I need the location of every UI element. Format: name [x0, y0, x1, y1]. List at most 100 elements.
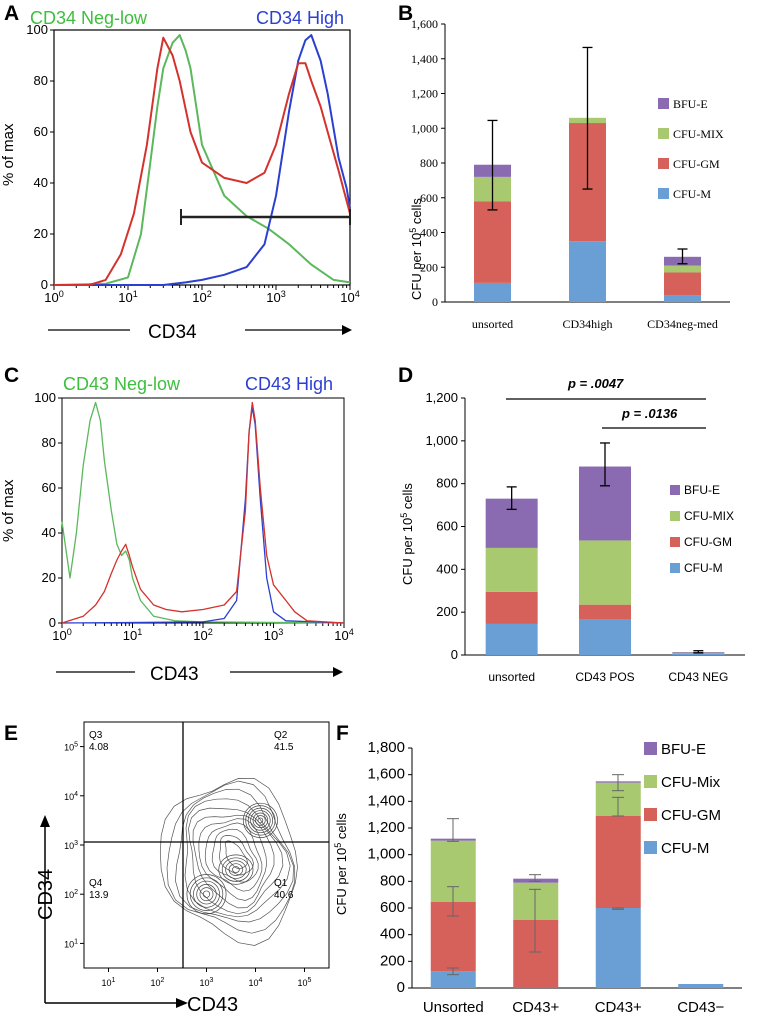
bar-segment-cfu-gm: [664, 272, 701, 296]
panel-d-letter: D: [398, 364, 413, 387]
panel-d-bar-chart: 0 200 400 600 800 1,000 1,200 unsorted CD43 POS C…: [425, 390, 745, 684]
contour-peak-ring: [247, 807, 273, 834]
y-tick-label: 40: [42, 525, 56, 540]
contour-peak-ring: [186, 874, 227, 915]
legend-label-cfu-mix: CFU-Mix: [661, 774, 721, 791]
y-tick-label: 20: [42, 570, 56, 585]
legend-label-cfu-m: CFU-M: [673, 187, 711, 201]
y-tick-label: 1,400: [367, 792, 405, 809]
y-tick-label: 80: [34, 73, 48, 88]
quadrant-value-q4: 13.9: [89, 890, 109, 901]
y-tick-label: 400: [436, 561, 458, 576]
contour-peak-ring: [225, 860, 247, 879]
legend-swatch-bfu-e: [644, 742, 657, 755]
y-tick-label: 1,200: [367, 819, 405, 836]
panel-a-legend-neg-low: CD34 Neg-low: [30, 8, 148, 28]
panel-a-plot-frame: [53, 29, 351, 286]
panel-a-arrowhead: [342, 325, 352, 335]
panel-c-y-label: % of max: [0, 479, 17, 542]
category-label: CD43+: [512, 999, 559, 1016]
contour-ring: [159, 778, 298, 946]
quadrant-name-q2: Q2: [274, 730, 288, 741]
x-tick-label: 103: [200, 977, 214, 988]
contour-peak-ring: [228, 863, 244, 876]
y-tick-label: 1,000: [367, 846, 405, 863]
x-tick-base: 10: [193, 628, 207, 643]
bar-segment-cfu-m: [672, 653, 725, 655]
x-tick-exp: 1: [137, 627, 142, 637]
x-tick-label: 100: [52, 627, 72, 643]
y-tick-label: 1,200: [425, 390, 458, 405]
y-tick-base: 10: [64, 841, 74, 851]
panel-a-letter: A: [4, 2, 19, 25]
contour-peak-ring: [193, 880, 220, 908]
panel-e-x-arrowhead: [176, 998, 188, 1008]
y-tick-base: 10: [64, 743, 74, 753]
y-tick-label: 105: [64, 742, 78, 753]
x-tick-base: 10: [266, 290, 280, 305]
contour-peak-ring: [255, 815, 266, 826]
y-tick-label: 0: [41, 277, 48, 292]
x-tick-label: 101: [118, 289, 138, 305]
quadrant-name-q1: Q1: [274, 878, 288, 889]
x-tick-exp: 1: [112, 977, 116, 984]
bar-segment-cfu-m: [595, 908, 641, 988]
y-tick-label: 200: [380, 952, 405, 969]
panel-e-y-arrowhead: [40, 815, 50, 827]
y-tick-label: 200: [436, 604, 458, 619]
x-tick-exp: 1: [133, 289, 138, 299]
y-tick-label: 103: [64, 840, 78, 851]
legend-label-bfu-e: BFU-E: [684, 483, 720, 497]
panel-c-x-label: CD43: [150, 664, 199, 685]
bar-segment-cfu-gm: [485, 591, 538, 624]
series-line-unsorted: [61, 401, 345, 624]
y-tick-label: 1,000: [425, 433, 458, 448]
panel-e-x-ticks: 101 102 103 104 105: [102, 968, 312, 988]
contour-ring: [224, 840, 248, 870]
x-tick-exp: 4: [259, 977, 263, 984]
contour-ring: [188, 807, 284, 915]
y-tick-label: 60: [42, 480, 56, 495]
y-tick-label: 0: [49, 615, 56, 630]
y-tick-label: 200: [420, 260, 438, 274]
x-tick-base: 10: [298, 978, 308, 988]
bar-segment-bfu-e: [513, 878, 559, 883]
legend-label-cfu-gm: CFU-GM: [661, 807, 721, 824]
x-tick-base: 10: [334, 628, 348, 643]
bar-segment-cfu-m: [569, 241, 606, 302]
contour-peak-ring: [189, 877, 224, 911]
y-tick-label: 1,600: [367, 766, 405, 783]
quadrant-value-q2: 41.5: [274, 742, 294, 753]
category-label: CD34neg-med: [647, 317, 718, 331]
y-tick-label: 20: [34, 226, 48, 241]
x-tick-base: 10: [192, 290, 206, 305]
legend-swatch-bfu-e: [670, 485, 680, 495]
panel-e-letter: E: [4, 722, 18, 745]
contour-ring: [175, 788, 294, 923]
panel-d-pvalue-1: p = .0047: [567, 376, 624, 391]
bar-segment-cfu-gm: [595, 816, 641, 908]
x-tick-label: 102: [192, 289, 212, 305]
y-tick-label: 800: [380, 872, 405, 889]
panel-b-bar-chart: 0 200 400 600 800 1,000 1,200 1,400 1,600 unsorte…: [411, 17, 730, 331]
panel-f: F 0 200 400 600 800 1,000 1,200 1,400 1,600 1,800…: [333, 722, 742, 1016]
contour-peak-ring: [252, 812, 269, 829]
x-tick-base: 10: [200, 978, 210, 988]
x-tick-label: 104: [334, 627, 354, 643]
y-tick-base: 10: [64, 792, 74, 802]
x-tick-base: 10: [118, 290, 132, 305]
x-tick-exp: 5: [308, 977, 312, 984]
contour-peak-ring: [232, 866, 240, 873]
y-tick-label: 600: [380, 899, 405, 916]
panel-c-legend-neg-low: CD43 Neg-low: [63, 374, 181, 394]
x-tick-label: 103: [266, 289, 286, 305]
legend-swatch-cfu-m: [644, 841, 657, 854]
panel-c-arrowhead: [333, 667, 343, 677]
y-tick-label: 40: [34, 175, 48, 190]
legend-label-bfu-e: BFU-E: [661, 741, 706, 758]
panel-b: B 0 200 400 600 800 1,000 1,200 1,400 1,600 unsor…: [398, 2, 730, 331]
contour-ring: [166, 780, 296, 934]
legend-label-cfu-gm: CFU-GM: [673, 157, 720, 171]
legend-swatch-cfu-mix: [670, 511, 680, 521]
